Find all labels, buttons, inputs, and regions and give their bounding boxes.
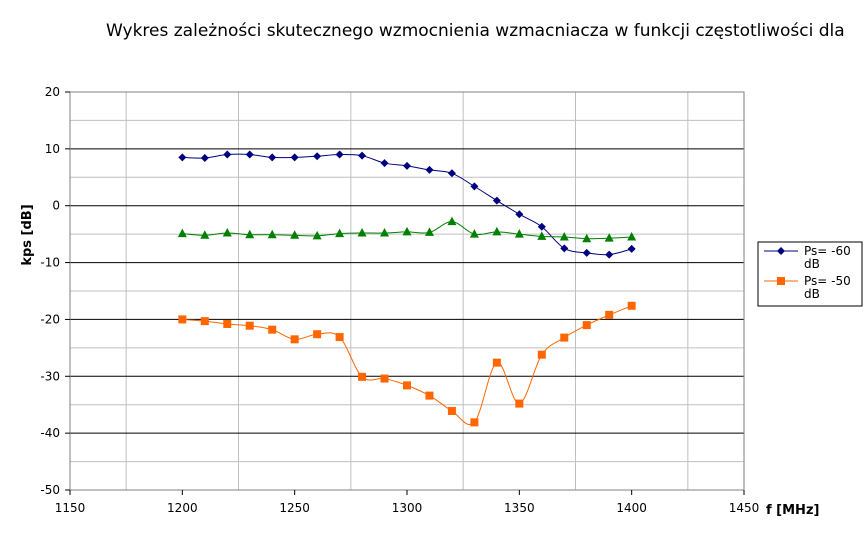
data-point <box>582 233 592 243</box>
data-point <box>268 153 277 162</box>
data-point <box>425 391 434 400</box>
data-point <box>403 381 411 390</box>
data-point <box>560 244 569 253</box>
data-point <box>223 319 232 328</box>
data-point <box>222 228 232 237</box>
data-point <box>290 230 300 239</box>
data-point <box>177 228 187 238</box>
data-point <box>582 321 591 330</box>
data-point <box>245 321 254 330</box>
data-point <box>537 231 547 240</box>
y-axis-label: kps [dB] <box>20 204 35 265</box>
data-point <box>559 231 569 241</box>
data-point <box>604 233 614 242</box>
data-point <box>335 228 345 238</box>
legend-box <box>757 241 863 307</box>
data-point <box>335 150 344 159</box>
data-point <box>492 358 501 367</box>
y-tick-label: -20 <box>40 312 60 326</box>
data-point <box>424 227 434 236</box>
data-point <box>380 374 389 383</box>
data-point <box>537 222 546 231</box>
data-point <box>380 159 389 168</box>
data-point <box>290 153 299 162</box>
data-point <box>627 301 636 310</box>
data-point <box>358 151 367 160</box>
chart-title: Wykres zależności skutecznego wzmocnieni… <box>106 21 845 41</box>
data-point <box>470 182 479 191</box>
x-axis-label: f [MHz] <box>766 503 819 518</box>
data-point <box>200 317 209 326</box>
data-point <box>312 230 322 240</box>
data-point <box>200 153 209 162</box>
y-tick-label: -30 <box>40 369 60 383</box>
data-point <box>605 310 614 319</box>
data-point <box>447 169 456 178</box>
y-tick-label: -50 <box>40 483 60 497</box>
x-tick-label: 1150 <box>55 501 86 515</box>
data-point <box>358 372 367 381</box>
legend-marker <box>777 277 785 285</box>
data-point <box>627 244 636 253</box>
x-tick-label: 1450 <box>729 501 760 515</box>
y-tick-label: 20 <box>45 85 60 99</box>
legend-label: Ps= -60 <box>804 244 851 258</box>
data-point <box>492 196 501 205</box>
legend-label: Ps= -50 <box>804 274 851 288</box>
series-1 <box>178 150 636 259</box>
x-tick-label: 1300 <box>392 501 423 515</box>
data-point <box>515 210 524 219</box>
y-tick-label: -40 <box>40 426 60 440</box>
data-point <box>582 248 591 257</box>
x-tick-label: 1250 <box>279 501 310 515</box>
legend-label: dB <box>804 257 820 271</box>
data-point <box>537 350 546 359</box>
minor-grid <box>70 92 744 490</box>
data-point <box>178 153 187 162</box>
data-point <box>357 228 367 237</box>
data-point <box>402 226 412 236</box>
data-point <box>627 231 637 241</box>
data-point <box>290 335 299 344</box>
data-point <box>313 330 322 339</box>
data-point <box>267 229 277 239</box>
legend-label: dB <box>804 287 820 301</box>
data-point <box>313 152 322 161</box>
series-2 <box>178 301 636 427</box>
data-point <box>178 315 187 324</box>
data-point <box>380 228 390 237</box>
data-point <box>447 406 456 415</box>
data-point <box>245 229 255 239</box>
data-point <box>470 418 479 427</box>
series-3 <box>177 216 637 243</box>
data-point <box>425 165 434 174</box>
data-point <box>560 333 569 342</box>
data-point <box>605 250 614 259</box>
y-axis-ticks: 20 10 0 -10 -20 -30 -40 -50 <box>40 85 70 497</box>
y-tick-label: 0 <box>52 199 60 213</box>
data-point <box>514 229 524 238</box>
data-point <box>223 150 232 159</box>
data-point <box>403 161 411 170</box>
data-point <box>515 399 524 408</box>
data-point <box>245 150 254 159</box>
data-point <box>200 230 210 239</box>
series-layer <box>177 150 637 427</box>
data-point <box>492 226 502 236</box>
x-tick-label: 1200 <box>167 501 198 515</box>
x-axis-ticks: 1150 1200 1250 1300 1350 1400 1450 <box>55 490 760 515</box>
data-point <box>469 229 479 238</box>
y-tick-label: 10 <box>45 142 60 156</box>
data-point <box>447 216 457 226</box>
legend-marker <box>777 247 785 255</box>
x-tick-label: 1400 <box>616 501 647 515</box>
x-tick-label: 1350 <box>504 501 535 515</box>
data-point <box>268 325 277 334</box>
y-tick-label: -10 <box>40 256 60 270</box>
data-point <box>335 333 344 342</box>
